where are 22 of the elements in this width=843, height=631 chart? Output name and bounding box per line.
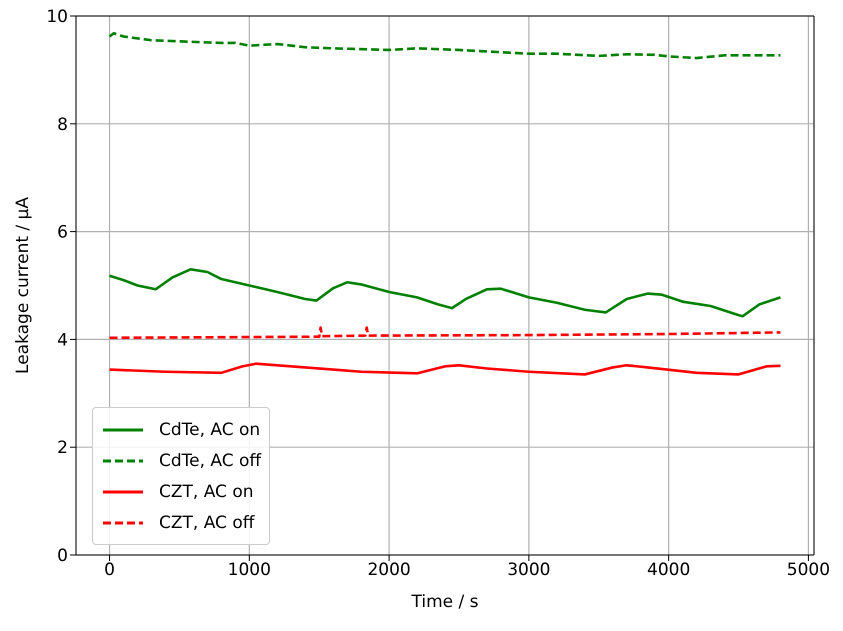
x-tick-label: 4000 — [647, 560, 690, 580]
x-tick-label: 2000 — [367, 560, 411, 580]
line-series — [108, 32, 782, 60]
x-axis-title: Time / s — [410, 592, 479, 612]
legend-label: CZT, AC off — [159, 512, 254, 532]
legend-label: CZT, AC on — [159, 482, 254, 502]
x-tick-label: 1000 — [228, 560, 271, 580]
x-tick-label: 5000 — [786, 560, 830, 580]
x-tick-label: 0 — [104, 560, 115, 580]
x-tick-label: 3000 — [507, 560, 550, 580]
y-tick-label: 6 — [57, 222, 68, 243]
line-series — [108, 326, 782, 340]
y-tick-label: 0 — [57, 546, 68, 566]
line-series — [108, 268, 782, 318]
y-tick-label: 2 — [57, 438, 68, 458]
y-tick-label: 4 — [57, 330, 68, 350]
y-tick-label: 10 — [46, 7, 68, 28]
legend-label: CdTe, AC off — [159, 450, 262, 470]
legend-label: CdTe, AC on — [159, 420, 260, 440]
y-tick-label: 8 — [57, 114, 68, 135]
y-axis-title: Leakage current / μA — [13, 196, 34, 374]
line-series — [108, 362, 782, 376]
